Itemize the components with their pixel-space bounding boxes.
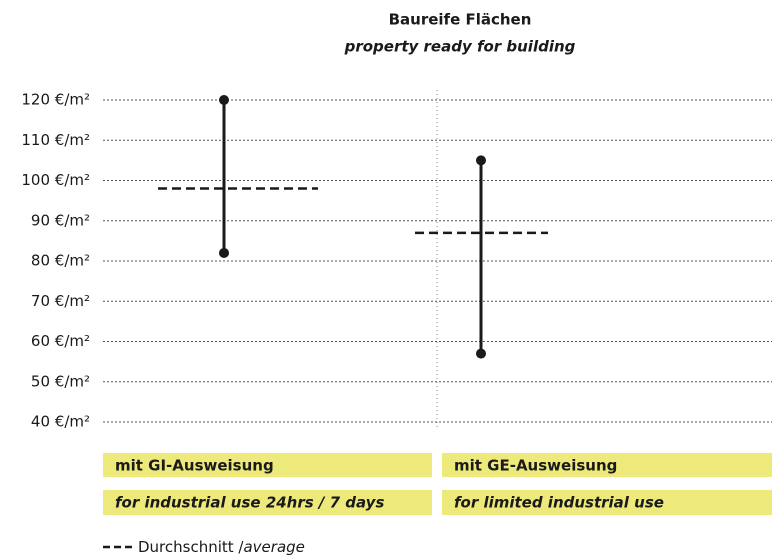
low-dot bbox=[476, 348, 486, 359]
category-box bbox=[103, 490, 432, 515]
category-box bbox=[442, 453, 772, 477]
chart-subtitle: property ready for building bbox=[344, 38, 576, 56]
y-tick-label: 90 €/m² bbox=[31, 211, 90, 229]
y-tick-label: 70 €/m² bbox=[31, 292, 90, 310]
legend-de: Durchschnitt / bbox=[138, 538, 244, 556]
category-label: mit GI-Ausweisung bbox=[115, 457, 274, 475]
chart-title: Baureife Flächen bbox=[389, 11, 532, 29]
y-tick-label: 120 €/m² bbox=[21, 91, 90, 109]
legend-label: Durchschnitt /average bbox=[138, 538, 305, 556]
y-tick-label: 100 €/m² bbox=[21, 171, 90, 189]
category-box bbox=[103, 453, 432, 477]
y-tick-label: 50 €/m² bbox=[31, 372, 90, 390]
high-dot bbox=[219, 95, 229, 105]
y-tick-label: 110 €/m² bbox=[21, 131, 90, 149]
y-tick-label: 80 €/m² bbox=[31, 252, 90, 270]
y-tick-label: 60 €/m² bbox=[31, 332, 90, 350]
legend-en: average bbox=[243, 538, 304, 556]
low-dot bbox=[219, 247, 229, 258]
category-label: mit GE-Ausweisung bbox=[454, 457, 617, 475]
category-box bbox=[442, 490, 772, 515]
category-label-en: for industrial use 24hrs / 7 days bbox=[115, 494, 384, 512]
high-dot bbox=[476, 155, 486, 166]
category-label-en: for limited industrial use bbox=[454, 494, 664, 512]
y-tick-label: 40 €/m² bbox=[31, 413, 90, 431]
